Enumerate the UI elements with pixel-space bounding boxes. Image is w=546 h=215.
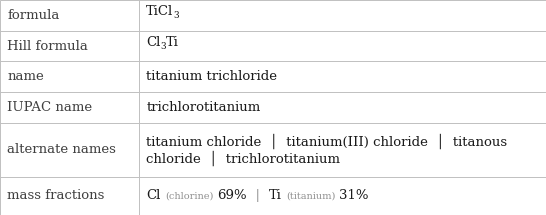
Text: Cl: Cl xyxy=(146,189,161,202)
Text: 3: 3 xyxy=(174,11,179,20)
Text: Cl: Cl xyxy=(146,36,161,49)
Text: TiCl: TiCl xyxy=(146,5,174,18)
Text: alternate names: alternate names xyxy=(7,143,116,156)
Text: (chlorine): (chlorine) xyxy=(165,191,213,200)
Text: mass fractions: mass fractions xyxy=(7,189,104,202)
Text: Ti: Ti xyxy=(167,36,179,49)
Text: IUPAC name: IUPAC name xyxy=(7,101,92,114)
Text: titanium chloride  │  titanium(III) chloride  │  titanous
chloride  │  trichloro: titanium chloride │ titanium(III) chlori… xyxy=(146,133,507,166)
Text: 31%: 31% xyxy=(340,189,369,202)
Text: 69%: 69% xyxy=(217,189,247,202)
Text: formula: formula xyxy=(7,9,60,22)
Text: (titanium): (titanium) xyxy=(286,191,335,200)
Text: Ti: Ti xyxy=(269,189,282,202)
Text: 3: 3 xyxy=(161,42,167,51)
Text: titanium trichloride: titanium trichloride xyxy=(146,70,277,83)
Text: trichlorotitanium: trichlorotitanium xyxy=(146,101,260,114)
Text: name: name xyxy=(7,70,44,83)
Text: Hill formula: Hill formula xyxy=(7,40,88,53)
Text: |: | xyxy=(247,189,269,202)
